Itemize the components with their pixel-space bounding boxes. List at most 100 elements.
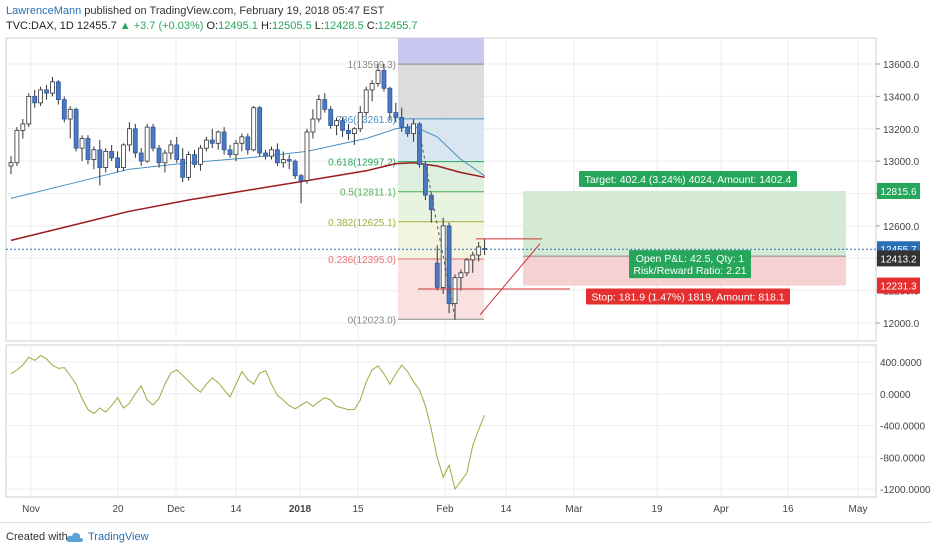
candle-body bbox=[61, 99, 67, 120]
candle-body bbox=[310, 118, 316, 133]
candle-body bbox=[257, 107, 263, 154]
candle-body bbox=[363, 89, 369, 113]
published-text: published on TradingView.com, February 1… bbox=[84, 5, 385, 17]
close-value: 12455.7 bbox=[377, 20, 418, 32]
time-tick-label: 15 bbox=[352, 504, 364, 515]
candle-body bbox=[44, 89, 49, 94]
entry-price-flag-text: 12413.2 bbox=[880, 254, 917, 265]
candle-body bbox=[198, 147, 203, 165]
author-link[interactable]: LawrenceMann bbox=[6, 5, 82, 17]
candle-body bbox=[245, 136, 251, 151]
candle-body bbox=[298, 175, 304, 181]
candle-body bbox=[144, 126, 150, 162]
close-label: C: bbox=[366, 20, 378, 32]
candle-body bbox=[405, 126, 411, 135]
time-tick-label: Nov bbox=[22, 504, 40, 515]
target-price-flag bbox=[877, 182, 920, 199]
price-tick-label: 13400.0 bbox=[883, 92, 920, 103]
candle-body bbox=[340, 120, 345, 131]
candle-body bbox=[132, 128, 138, 154]
oscillator-pane bbox=[5, 344, 877, 498]
created-with-text: Created with bbox=[6, 531, 68, 543]
candle-body bbox=[434, 262, 440, 288]
candle-body bbox=[322, 99, 328, 110]
high-label: H: bbox=[260, 20, 272, 32]
candle-body bbox=[162, 152, 168, 164]
ohlc-line: TVC:DAX, 1D 12455.7 ▲ +3.7 (+0.03%) O:12… bbox=[6, 20, 418, 32]
stop-price-flag bbox=[877, 277, 920, 294]
candle-body bbox=[334, 120, 340, 126]
time-tick-label: 2018 bbox=[289, 504, 312, 515]
price-change: +3.7 (+0.03%) bbox=[133, 20, 204, 32]
candle-body bbox=[50, 81, 55, 94]
candle-body bbox=[97, 149, 103, 168]
time-tick-label: 14 bbox=[230, 504, 242, 515]
target-zone bbox=[523, 190, 846, 257]
candle-body bbox=[446, 225, 452, 304]
candle-body bbox=[109, 151, 115, 159]
candle-body bbox=[417, 123, 422, 165]
fibonacci-retracement: 1(13599.3)0.786(13261.0)0.618(12997.2)0.… bbox=[328, 38, 484, 326]
candle-body bbox=[26, 95, 32, 125]
up-arrow-icon: ▲ bbox=[119, 20, 131, 32]
time-tick-label: 14 bbox=[500, 504, 512, 515]
candle-body bbox=[186, 154, 192, 178]
candle-body bbox=[393, 112, 399, 118]
candle-body bbox=[138, 152, 144, 162]
candle-body bbox=[399, 117, 405, 128]
pnl-label-text: Risk/Reward Ratio: 2.21 bbox=[633, 265, 746, 277]
candle-body bbox=[263, 152, 268, 157]
tradingview-link[interactable]: TradingView bbox=[88, 531, 149, 543]
price-tick-label: 12000.0 bbox=[883, 319, 920, 330]
price-tick-label: 13200.0 bbox=[883, 125, 920, 136]
price-chart[interactable]: 1(13599.3)0.786(13261.0)0.618(12997.2)0.… bbox=[0, 0, 932, 522]
candle-body bbox=[121, 144, 126, 169]
candle-body bbox=[476, 246, 482, 256]
time-tick-label: 20 bbox=[112, 504, 124, 515]
candle-body bbox=[8, 162, 14, 167]
candle-body bbox=[115, 157, 120, 168]
open-value: 12495.1 bbox=[218, 20, 258, 32]
target-label-box bbox=[579, 170, 797, 187]
fib-extension-band bbox=[398, 38, 484, 65]
candle-body bbox=[67, 108, 73, 120]
fib-level-label: 0.236(12395.0) bbox=[328, 255, 396, 266]
candle-body bbox=[280, 159, 286, 164]
candle-body bbox=[381, 70, 387, 89]
candle-body bbox=[203, 139, 209, 149]
candle-body bbox=[55, 81, 61, 101]
fib-level-label: 0.618(12997.2) bbox=[328, 158, 396, 169]
time-tick-label: May bbox=[849, 504, 868, 515]
oscillator-tick-label: -400.0000 bbox=[880, 422, 925, 433]
oscillator-tick-label: 400.0000 bbox=[880, 358, 922, 369]
candle-body bbox=[452, 277, 458, 304]
fib-band bbox=[398, 64, 484, 119]
candle-body bbox=[73, 108, 79, 149]
candle-body bbox=[103, 151, 109, 169]
candle-body bbox=[369, 83, 375, 91]
candle-body bbox=[470, 254, 476, 261]
time-tick-label: Dec bbox=[167, 504, 185, 515]
candle-body bbox=[357, 112, 363, 130]
open-label: O: bbox=[206, 20, 219, 32]
candle-body bbox=[482, 248, 488, 250]
time-axis: Nov 20 Dec 14 2018 15 Feb 14 Mar 19 Apr 16 May bbox=[22, 504, 867, 515]
time-tick-label: Mar bbox=[565, 504, 583, 515]
candle-body bbox=[269, 149, 274, 157]
time-tick-label: 19 bbox=[651, 504, 663, 515]
candle-body bbox=[274, 149, 280, 164]
target-price-flag-text: 12815.6 bbox=[880, 187, 917, 198]
candle-body bbox=[215, 131, 221, 144]
ema-slow-line bbox=[10, 161, 485, 242]
fib-band bbox=[398, 191, 484, 222]
time-tick-label: Feb bbox=[436, 504, 454, 515]
candle-body bbox=[32, 95, 38, 104]
stop-price-flag-text: 12231.3 bbox=[880, 282, 917, 293]
candle-body bbox=[227, 149, 233, 156]
candle-body bbox=[174, 144, 180, 160]
candle-body bbox=[233, 142, 239, 156]
candle-body bbox=[387, 87, 393, 113]
candle-body bbox=[38, 89, 43, 104]
candle-body bbox=[316, 99, 322, 120]
pnl-label-box bbox=[629, 250, 751, 279]
